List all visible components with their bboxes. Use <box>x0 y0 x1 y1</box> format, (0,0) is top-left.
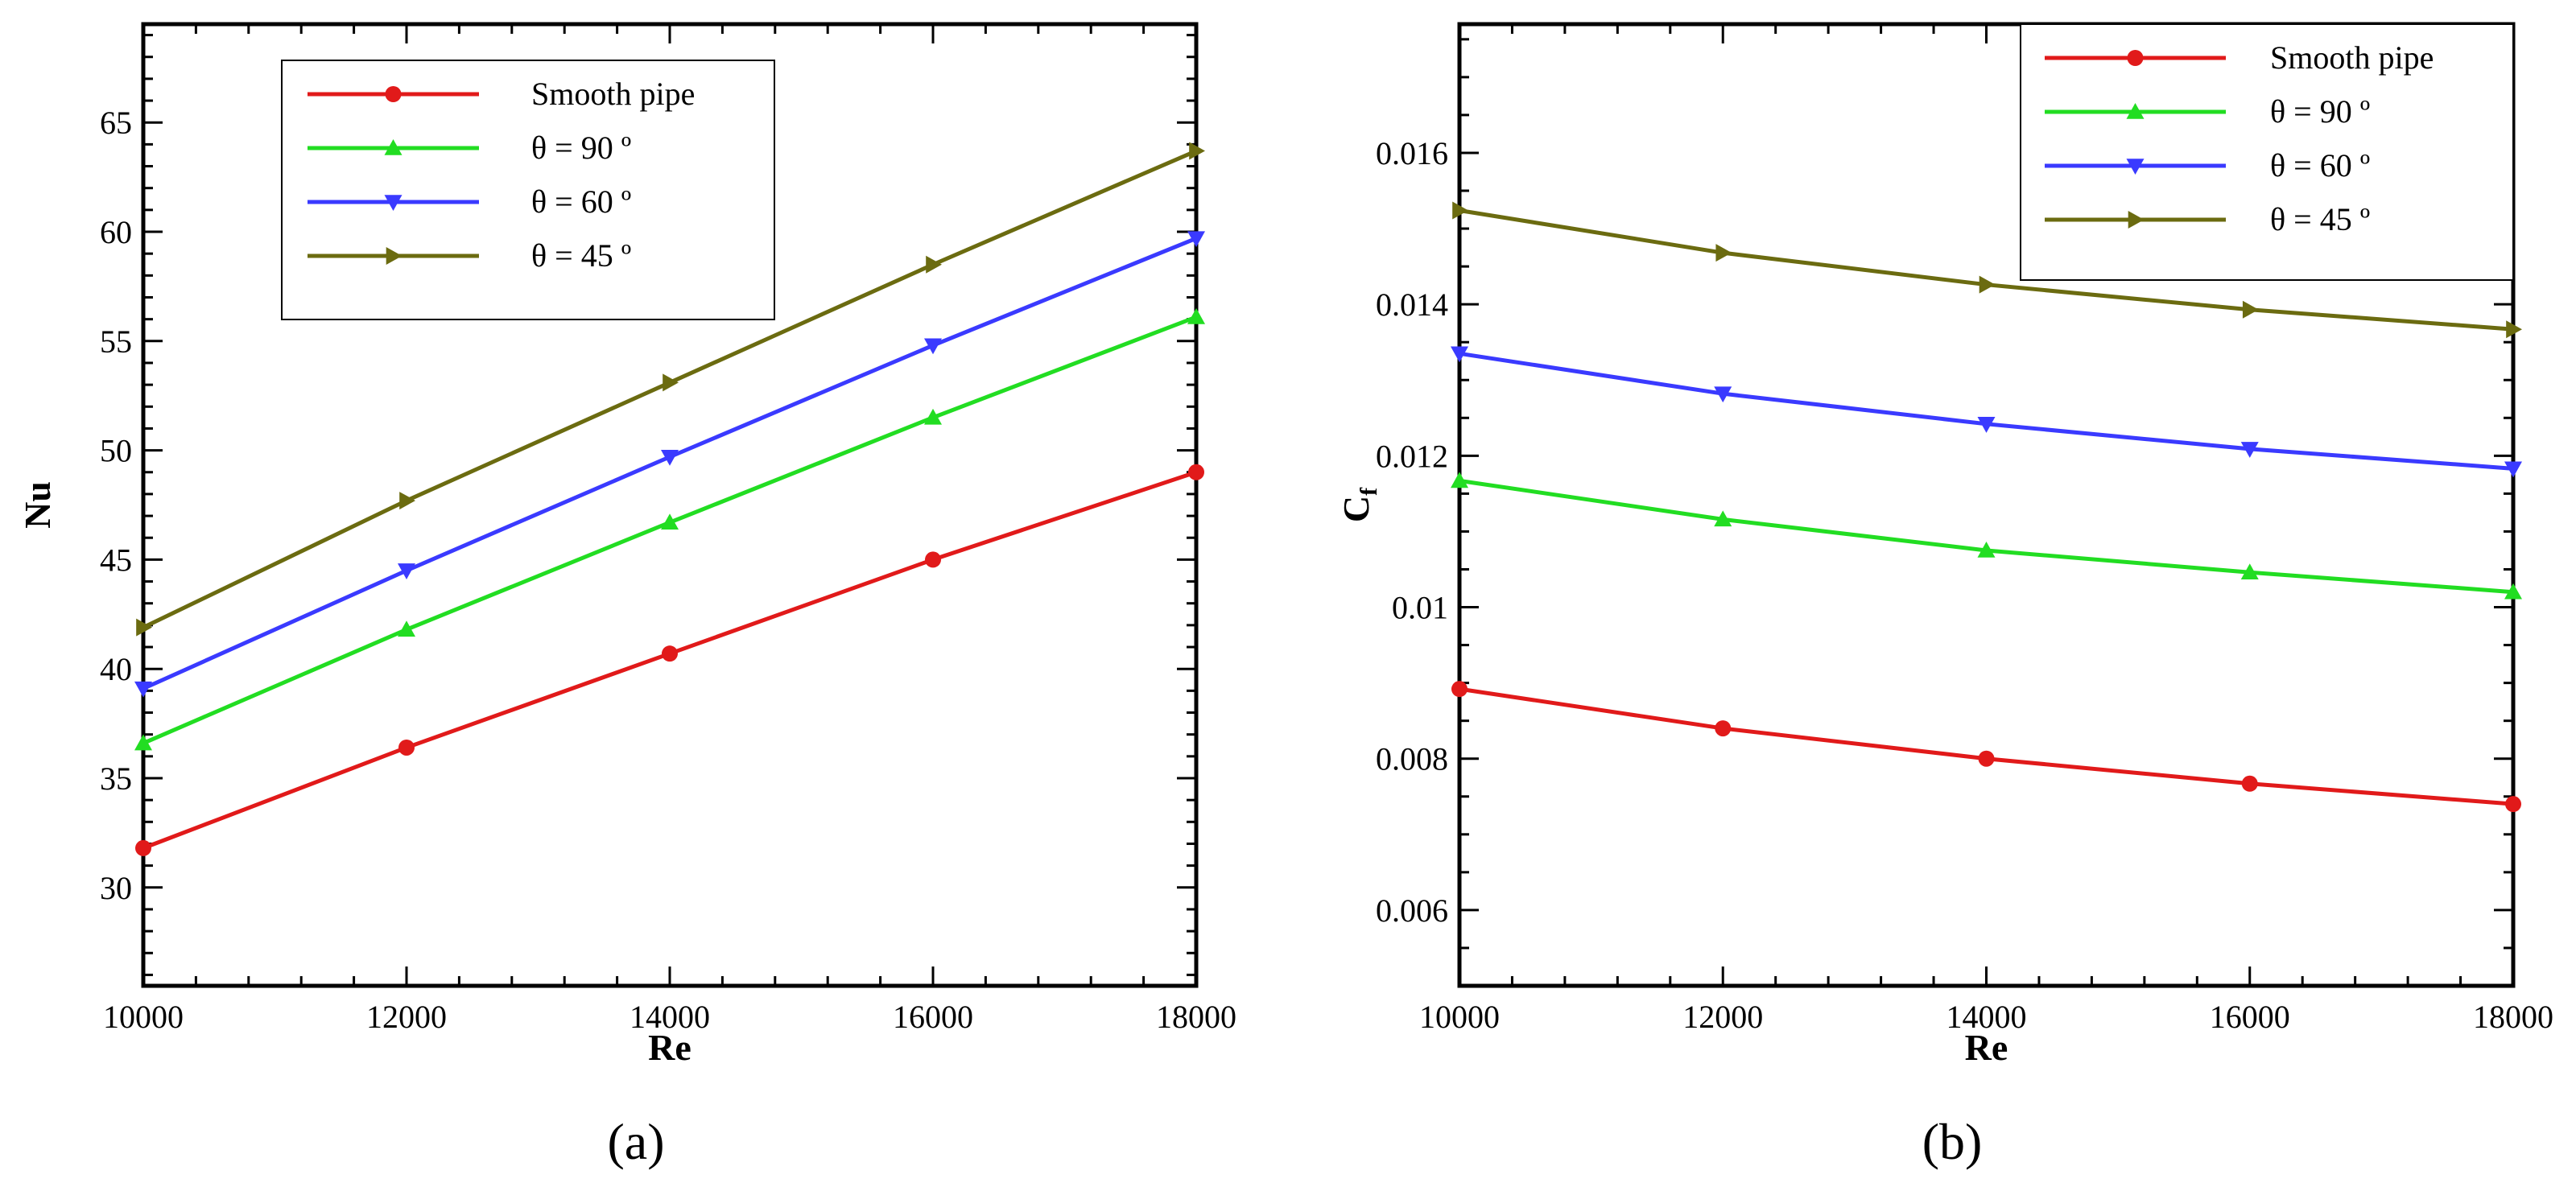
data-point <box>1187 307 1205 324</box>
y-tick-label: 0.016 <box>1376 135 1448 171</box>
data-point <box>399 492 415 510</box>
legend-marker <box>2126 159 2145 175</box>
panel-b: 10000 12000 14000 16000 18000 0.006 0.008 0.01 0… <box>1335 22 2553 1170</box>
y-tick-label: 0.008 <box>1376 741 1448 777</box>
data-point <box>134 734 152 751</box>
x-tick-label: 12000 <box>1682 999 1763 1035</box>
x-tick-label: 18000 <box>1156 999 1236 1035</box>
legend-marker <box>2128 211 2145 229</box>
legend-box <box>281 60 775 320</box>
x-tick-label: 10000 <box>103 999 184 1035</box>
data-point <box>1979 275 1996 294</box>
x-axis-title: Re <box>1965 1027 2008 1068</box>
data-point <box>134 681 152 698</box>
legend-marker <box>2127 50 2144 66</box>
data-point <box>926 255 942 274</box>
y-tick-label: 0.01 <box>1392 590 1448 626</box>
x-tick-label: 16000 <box>2210 999 2290 1035</box>
y-tick-label: 60 <box>100 214 132 250</box>
y-tick-label: 0.006 <box>1376 892 1448 929</box>
legend-label: θ = 90 º <box>531 130 631 166</box>
y-tick-label: 50 <box>100 433 132 469</box>
y-tick-label: 65 <box>100 105 132 141</box>
y-tick-label: 0.014 <box>1376 286 1448 323</box>
data-point <box>2242 300 2259 319</box>
legend-label: θ = 60 º <box>2270 147 2370 183</box>
legend-marker <box>384 195 402 211</box>
y-tick-label: 35 <box>100 760 132 797</box>
data-point <box>1451 681 1468 698</box>
data-point <box>136 618 152 637</box>
legend-label: θ = 60 º <box>531 183 631 220</box>
data-point <box>1714 510 1732 527</box>
x-tick-label: 10000 <box>1419 999 1500 1035</box>
legend-label: θ = 90 º <box>2270 93 2370 130</box>
data-point <box>2504 583 2522 600</box>
x-tick-label: 18000 <box>2473 999 2553 1035</box>
x-tick-label: 14000 <box>1946 999 2027 1035</box>
data-point <box>398 739 415 756</box>
y-axis-title: Cf <box>1335 487 1382 522</box>
y-axis-title-subscript: f <box>1356 487 1382 496</box>
x-tick-label: 12000 <box>366 999 447 1035</box>
data-point <box>1715 244 1732 262</box>
data-point <box>1977 417 1996 433</box>
y-axis-title: Nu <box>17 481 58 529</box>
data-point <box>925 551 941 568</box>
data-point <box>1189 142 1205 160</box>
y-tick-label: 30 <box>100 870 132 906</box>
legend-label: Smooth pipe <box>2270 39 2434 76</box>
panel-a: 10000 12000 14000 16000 18000 30 35 40 45 50 55 60 6… <box>17 22 1236 1170</box>
series-line-1 <box>1459 478 2514 595</box>
data-point <box>924 338 942 355</box>
data-point <box>1977 541 1996 558</box>
data-point <box>135 839 151 856</box>
data-point <box>662 645 678 662</box>
legend-label: Smooth pipe <box>531 76 695 112</box>
y-tick-label: 45 <box>100 542 132 578</box>
panel-label: (a) <box>607 1113 664 1170</box>
legend-marker <box>384 139 402 155</box>
legend-label: θ = 45 º <box>531 237 631 274</box>
data-point <box>661 513 679 530</box>
x-tick-label: 16000 <box>893 999 973 1035</box>
data-point <box>398 620 415 637</box>
series-line-2 <box>1459 351 2514 471</box>
legend-marker <box>2126 103 2145 119</box>
legend-marker <box>386 247 402 265</box>
data-point <box>661 449 679 466</box>
data-point <box>1451 472 1468 488</box>
data-point <box>1188 464 1204 480</box>
panel-label: (b) <box>1922 1113 1983 1170</box>
data-point <box>2240 442 2259 458</box>
data-point <box>2240 563 2259 580</box>
x-tick-label: 14000 <box>630 999 710 1035</box>
data-point <box>2241 775 2258 792</box>
data-point <box>924 408 942 425</box>
legend-marker <box>385 86 402 102</box>
y-tick-label: 55 <box>100 324 132 360</box>
data-point <box>2505 796 2521 813</box>
data-point <box>1451 346 1468 363</box>
data-point <box>1714 386 1732 403</box>
y-tick-label: 0.012 <box>1376 438 1448 474</box>
data-point <box>1715 720 1732 737</box>
x-axis-title: Re <box>648 1027 691 1068</box>
y-tick-label: 40 <box>100 651 132 687</box>
data-point <box>1978 750 1995 767</box>
data-point <box>663 373 679 392</box>
data-point <box>2504 461 2522 478</box>
data-point <box>398 563 415 579</box>
series-line-0 <box>1459 686 2514 806</box>
data-point <box>1452 201 1468 220</box>
legend-label: θ = 45 º <box>2270 201 2370 237</box>
data-point <box>2506 320 2522 339</box>
legend-box <box>2020 23 2514 281</box>
data-point <box>1187 231 1205 248</box>
